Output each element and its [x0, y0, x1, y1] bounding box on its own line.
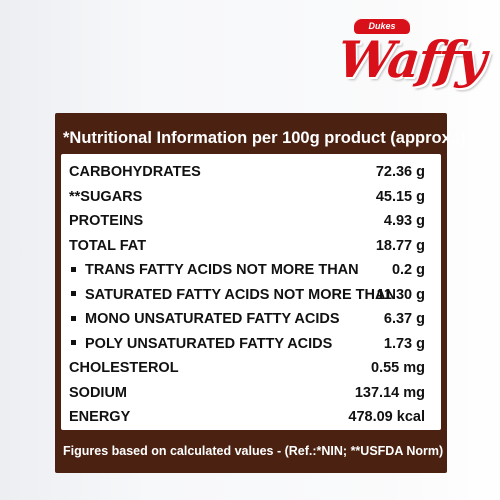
nutrient-label-text: MONO UNSATURATED FATTY ACIDS [85, 311, 340, 327]
nutrient-value: 72.36 g [375, 164, 425, 180]
nutrition-footnote: Figures based on calculated values - (Re… [63, 444, 444, 458]
nutrition-row: MONO UNSATURATED FATTY ACIDS 6.37 g [61, 307, 441, 332]
brand-badge: Dukes [354, 18, 410, 34]
nutrient-label: CARBOHYDRATES [69, 160, 201, 185]
nutrient-label-text: CARBOHYDRATES [69, 164, 201, 180]
nutrient-label: TOTAL FAT [69, 234, 146, 259]
nutrient-value: 137.14 mg [354, 384, 425, 401]
nutrient-label-text: SODIUM [69, 384, 127, 401]
bullet-icon [71, 340, 76, 346]
bullet-icon [71, 291, 76, 297]
nutrition-row: CHOLESTEROL 0.55 mg [61, 356, 441, 381]
nutrient-label: MONO UNSATURATED FATTY ACIDS [71, 307, 340, 332]
product-name: Waffy [334, 30, 488, 89]
nutrition-table: CARBOHYDRATES 72.36 g **SUGARS 45.15 g PROTE… [61, 154, 441, 430]
nutrient-value: 11.30 g [376, 286, 425, 303]
nutrition-row: **SUGARS 45.15 g [61, 185, 441, 210]
nutrition-row: SATURATED FATTY ACIDS NOT MORE THAN 11.30… [61, 283, 441, 308]
nutrition-row: TRANS FATTY ACIDS NOT MORE THAN 0.2 g [61, 258, 441, 283]
nutrient-label: TRANS FATTY ACIDS NOT MORE THAN [71, 258, 359, 283]
nutrition-row: TOTAL FAT 18.77 g [61, 234, 441, 259]
nutrient-label-text: PROTEINS [69, 213, 144, 229]
nutrient-label: SODIUM [69, 381, 127, 406]
nutrition-panel: *Nutritional Information per 100g produc… [55, 113, 466, 473]
nutrition-row: CARBOHYDRATES 72.36 g [61, 160, 441, 185]
nutrient-label: PROTEINS [69, 209, 143, 234]
nutrient-value: 0.2 g [391, 262, 425, 278]
nutrition-row: POLY UNSATURATED FATTY ACIDS 1.73 g [61, 332, 441, 357]
nutrient-label: POLY UNSATURATED FATTY ACIDS [71, 332, 332, 357]
nutrient-label: SATURATED FATTY ACIDS NOT MORE THAN [71, 283, 396, 308]
nutrient-value: 478.09 kcal [348, 409, 425, 425]
nutrient-label-text: SATURATED FATTY ACIDS NOT MORE THAN [85, 286, 396, 303]
nutrient-value: 45.15 g [375, 188, 425, 205]
nutrient-value: 4.93 g [383, 213, 425, 229]
nutrition-title: *Nutritional Information per 100g produc… [63, 129, 466, 147]
nutrient-label-text: TOTAL FAT [69, 237, 147, 254]
nutrition-row: PROTEINS 4.93 g [61, 209, 441, 234]
nutrient-label-text: **SUGARS [69, 188, 143, 205]
nutrient-label: **SUGARS [69, 185, 142, 210]
nutrient-value: 1.73 g [383, 335, 425, 352]
nutrition-row: ENERGY 478.09 kcal [61, 405, 441, 430]
nutrient-value: 6.37 g [383, 311, 425, 327]
nutrient-label-text: TRANS FATTY ACIDS NOT MORE THAN [85, 262, 359, 278]
bullet-icon [71, 266, 76, 272]
nutrient-label: ENERGY [69, 405, 130, 430]
nutrient-label-text: CHOLESTEROL [69, 360, 179, 376]
nutrition-row: SODIUM 137.14 mg [61, 381, 441, 406]
brand-logo: Dukes Waffy [330, 18, 487, 98]
nutrient-value: 18.77 g [375, 237, 425, 254]
nutrient-label: CHOLESTEROL [69, 356, 179, 381]
nutrient-value: 0.55 mg [371, 360, 425, 376]
bullet-icon [71, 315, 76, 321]
nutrient-label-text: ENERGY [69, 409, 131, 425]
nutrient-label-text: POLY UNSATURATED FATTY ACIDS [85, 335, 333, 352]
